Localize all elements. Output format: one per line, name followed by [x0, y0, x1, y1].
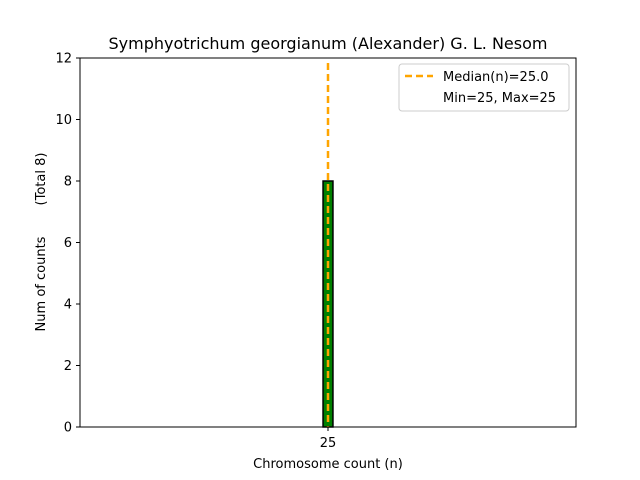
y-tick-label-6: 6 [64, 236, 72, 251]
chart-title: Symphyotrichum georgianum (Alexander) G.… [109, 34, 548, 53]
legend-median-label: Median(n)=25.0 [443, 70, 549, 85]
y-tick-label-0: 0 [64, 421, 72, 436]
legend: Median(n)=25.0 Min=25, Max=25 [398, 63, 570, 112]
y-axis: 0 2 4 6 8 10 12 [55, 52, 80, 436]
x-axis-label: Chromosome count (n) [253, 457, 403, 472]
y-tick-label-4: 4 [64, 298, 72, 313]
y-tick-label-2: 2 [64, 359, 72, 374]
y-axis-label: Num of counts [34, 236, 49, 331]
legend-minmax-label: Min=25, Max=25 [443, 91, 556, 106]
y-tick-label-8: 8 [64, 175, 72, 190]
legend-box [398, 63, 570, 112]
x-tick-label-25: 25 [320, 436, 337, 451]
x-axis: 25 [320, 427, 337, 451]
y-tick-label-12: 12 [55, 52, 72, 67]
y-axis-total-label: (Total 8) [34, 153, 49, 206]
y-tick-label-10: 10 [55, 113, 72, 128]
